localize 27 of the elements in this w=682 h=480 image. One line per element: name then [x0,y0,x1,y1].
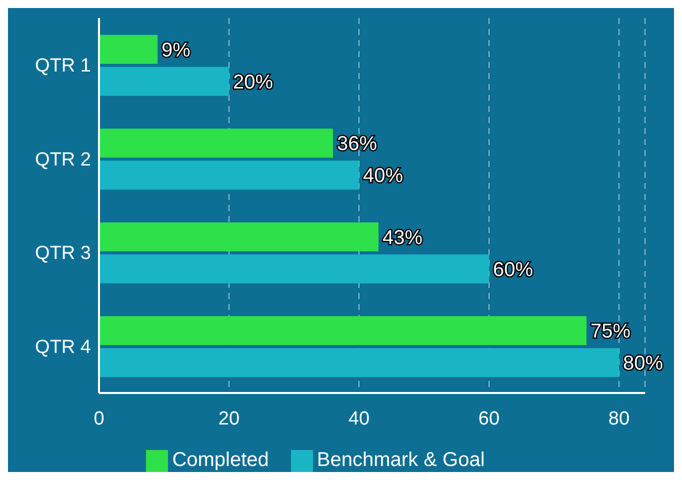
legend-label: Benchmark & Goal [316,449,485,471]
data-label: 40% [363,165,404,188]
y-tick-label: QTR 2 [35,149,91,170]
x-tick-label: 80 [608,408,630,430]
y-tick-label: QTR 1 [35,56,91,77]
x-tick-label: 20 [218,408,240,430]
x-tick-label: 40 [348,408,370,430]
bar [99,160,359,190]
bar [99,66,229,96]
data-label: 43% [382,226,423,249]
bar [99,348,619,378]
bar [99,222,378,252]
data-label: 80% [623,352,664,375]
data-label: 75% [590,320,631,343]
bar [99,316,586,346]
y-tick-label: QTR 3 [35,243,91,264]
bar [99,254,489,284]
x-tick-label: 60 [478,408,500,430]
y-tick-label: QTR 4 [35,336,92,358]
legend-label: Completed [172,449,269,471]
data-label: 36% [337,133,378,156]
x-tick-label: 0 [94,408,104,430]
data-label: 20% [233,71,274,94]
data-label: 60% [493,258,534,281]
bar [99,34,158,64]
bar [99,128,333,158]
data-label: 9% [162,39,191,62]
